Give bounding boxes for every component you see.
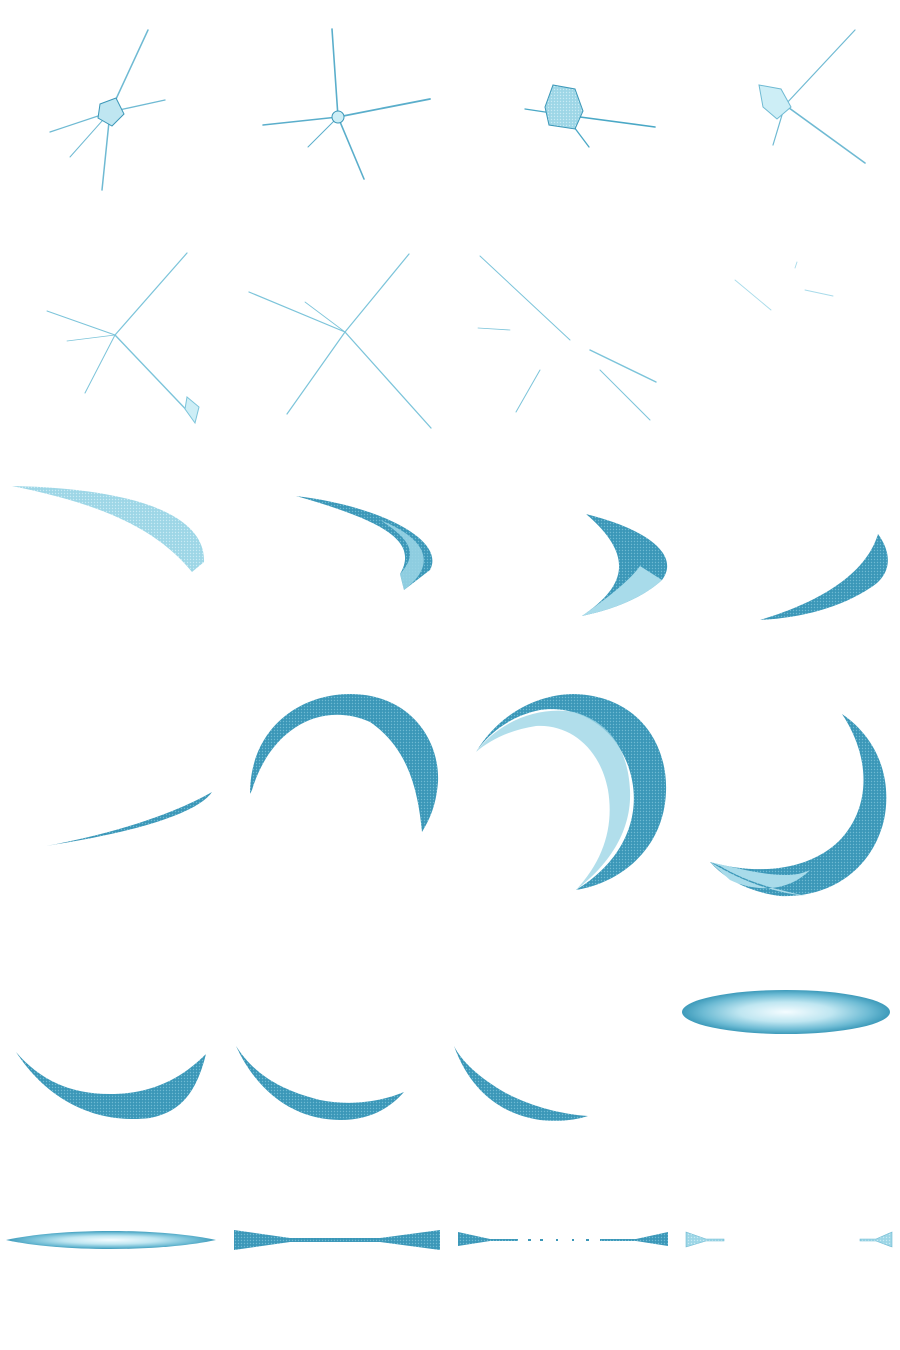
crescent-frame-1 bbox=[46, 792, 212, 846]
fade-frame-3 bbox=[454, 1046, 588, 1121]
crescent-frame-4-glow bbox=[710, 862, 810, 896]
arc-frame-2-glow bbox=[380, 520, 424, 590]
arc-frame-2 bbox=[296, 496, 433, 590]
row-sparkle bbox=[49, 28, 866, 191]
arc-frame-3-glow bbox=[582, 566, 662, 616]
sparkle-frame-2 bbox=[262, 28, 431, 180]
crescent-frame-4 bbox=[710, 714, 887, 897]
row-slash-arc-forming bbox=[12, 486, 888, 620]
row-sparkle-scatter bbox=[46, 252, 834, 429]
flash-frame-3 bbox=[458, 1232, 668, 1246]
scatter-frame-3 bbox=[477, 255, 657, 421]
flash-frame-1 bbox=[6, 1231, 216, 1249]
scatter-frame-2 bbox=[248, 253, 432, 429]
flash-frame-4 bbox=[685, 1231, 893, 1248]
flash-frame-2 bbox=[234, 1230, 440, 1250]
crescent-frame-3 bbox=[476, 694, 667, 890]
fade-frame-2 bbox=[236, 1046, 404, 1120]
row-slash-arc-fading bbox=[16, 990, 890, 1121]
flash-frame-3-dots bbox=[528, 1239, 589, 1241]
scatter-frame-1 bbox=[46, 252, 200, 425]
scatter-frame-4 bbox=[734, 261, 834, 311]
sparkle-frame-4 bbox=[758, 29, 866, 164]
arc-frame-4 bbox=[760, 534, 888, 620]
row-horizontal-flash bbox=[6, 1230, 893, 1250]
crescent-frame-3-glow bbox=[476, 710, 631, 890]
fade-frame-1 bbox=[16, 1052, 206, 1120]
row-slash-arc-crescent bbox=[46, 694, 887, 897]
crescent-frame-2 bbox=[250, 694, 439, 832]
flash-oval bbox=[682, 990, 890, 1034]
sparkle-frame-3 bbox=[524, 84, 656, 148]
arc-frame-1 bbox=[12, 486, 205, 572]
sparkle-frame-1 bbox=[49, 29, 166, 191]
